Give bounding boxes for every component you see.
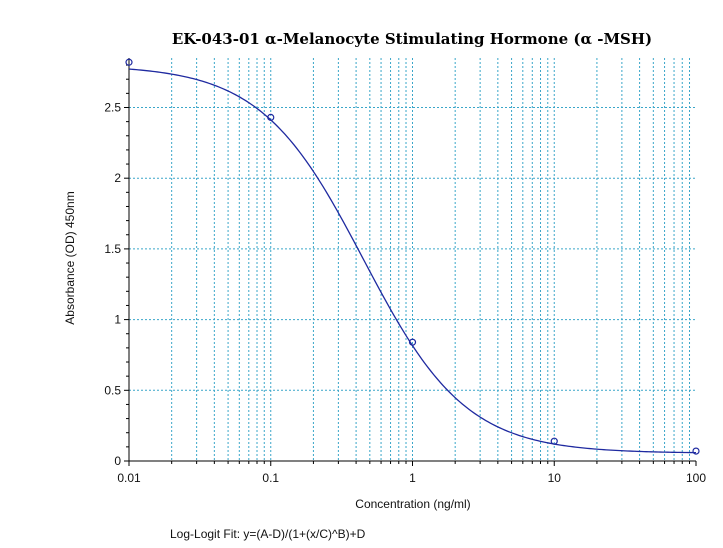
- y-tick-label: 0: [114, 454, 121, 468]
- y-tick-label: 0.5: [104, 383, 121, 397]
- fit-equation-label: Log-Logit Fit: y=(A-D)/(1+(x/C)^B)+D: [170, 527, 366, 541]
- x-tick-label: 10: [548, 471, 562, 485]
- x-tick-label: 100: [686, 471, 706, 485]
- x-tick-label: 0.01: [117, 471, 141, 485]
- ticks: 0.01 0.1 1 10 100 0 0.5 1 1.5 2 2.5: [104, 64, 706, 485]
- data-point: [125, 58, 133, 66]
- data-point: [408, 338, 417, 346]
- x-tick-label: 1: [409, 471, 416, 485]
- y-tick-label: 1.5: [104, 242, 121, 256]
- y-tick-label: 1: [114, 313, 121, 327]
- y-tick-label: 2: [114, 171, 121, 185]
- x-axis-label: Concentration (ng/ml): [355, 497, 470, 511]
- data-point: [267, 113, 275, 121]
- y-tick-label: 2.5: [104, 100, 121, 114]
- x-tick-label: 0.1: [262, 471, 279, 485]
- chart-title: EK-043-01 α-Melanocyte Stimulating Hormo…: [172, 30, 652, 48]
- y-axis-label: Absorbance (OD) 450nm: [63, 191, 77, 324]
- data-point: [550, 437, 558, 445]
- grid: [129, 58, 696, 461]
- data-points: [125, 58, 700, 455]
- data-point: [692, 447, 700, 455]
